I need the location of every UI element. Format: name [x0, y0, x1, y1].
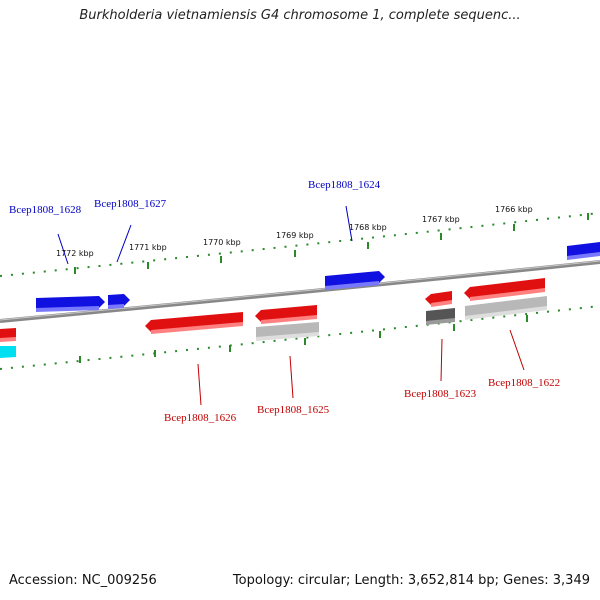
gene-label-bcep1808-1628[interactable]: Bcep1808_1628 — [9, 204, 82, 216]
gene-label-bcep1808-1623[interactable]: Bcep1808_1623 — [404, 388, 477, 400]
gene-label-bcep1808-1624[interactable]: Bcep1808_1624 — [308, 179, 381, 191]
leader-line — [289, 355, 294, 399]
leader-line — [345, 205, 353, 242]
gene-bcep1808-1626[interactable] — [145, 312, 243, 332]
major-ticks-upper — [74, 213, 589, 274]
reverse-label-leaders — [197, 329, 525, 406]
gene-cyan-edge[interactable] — [0, 346, 16, 358]
leader-line — [197, 363, 202, 406]
map-title: Burkholderia vietnamiensis G4 chromosome… — [79, 8, 521, 23]
forward-label-leaders — [57, 205, 353, 265]
forward-genes — [36, 242, 600, 312]
leader-line — [509, 329, 525, 371]
reverse-genes — [0, 278, 547, 358]
gene-label-bcep1808-1626[interactable]: Bcep1808_1626 — [164, 412, 237, 424]
scale-label: 1771 kbp — [129, 243, 167, 252]
scale-label: 1772 kbp — [56, 249, 94, 258]
scale-label: 1768 kbp — [349, 223, 387, 232]
gene-bcep1808-1622[interactable] — [464, 278, 545, 299]
gene-label-bcep1808-1627[interactable]: Bcep1808_1627 — [94, 198, 167, 210]
leader-line — [440, 338, 443, 382]
accession-text: Accession: NC_009256 — [9, 573, 157, 588]
gene-label-bcep1808-1622[interactable]: Bcep1808_1622 — [488, 377, 560, 389]
major-ticks-lower — [79, 315, 528, 363]
gene-edge-reverse[interactable] — [0, 328, 16, 340]
scale-label: 1770 kbp — [203, 238, 241, 247]
forward-tick-track — [0, 212, 600, 277]
reverse-tick-track — [0, 305, 600, 370]
scale-label: 1767 kbp — [422, 215, 460, 224]
genome-summary-text: Topology: circular; Length: 3,652,814 bp… — [232, 573, 590, 588]
leader-line — [116, 224, 132, 263]
gene-bcep1808-1627[interactable] — [108, 294, 130, 307]
leader-line — [57, 233, 69, 265]
chromosome-backbone — [0, 260, 600, 323]
scale-label: 1769 kbp — [276, 231, 314, 240]
gene-label-bcep1808-1625[interactable]: Bcep1808_1625 — [257, 404, 330, 416]
gene-bcep1808-1622-gray[interactable] — [465, 296, 547, 319]
scale-label: 1766 kbp — [495, 205, 533, 214]
